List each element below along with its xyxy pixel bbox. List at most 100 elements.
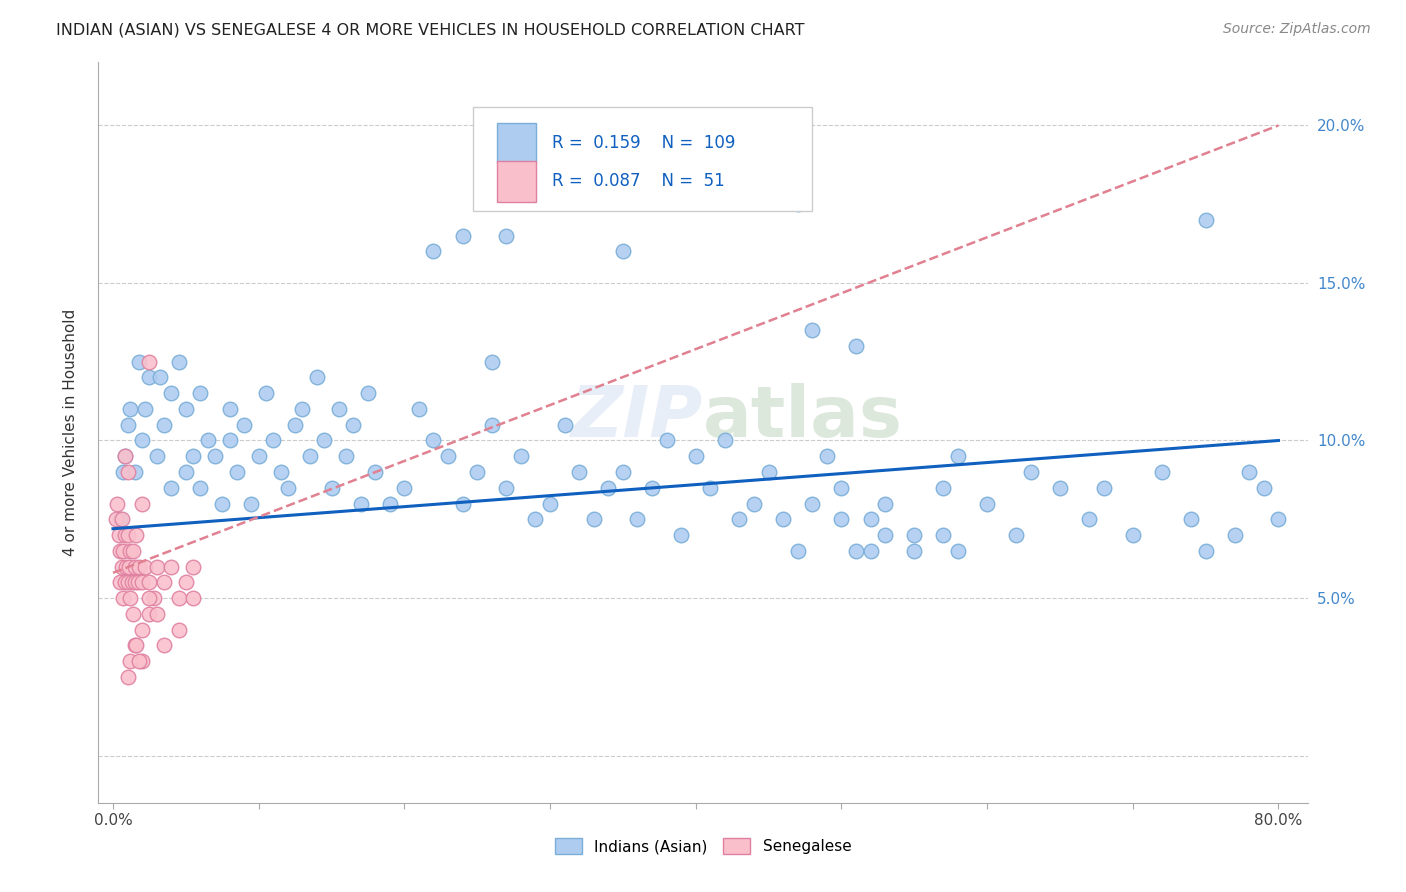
Point xyxy=(875,496,897,510)
Point xyxy=(291,402,314,417)
Point xyxy=(1150,465,1173,479)
Point xyxy=(115,559,138,574)
Point xyxy=(364,465,387,479)
Point xyxy=(1239,465,1261,479)
Point xyxy=(481,417,503,432)
Point xyxy=(174,402,197,417)
Point xyxy=(131,654,153,668)
Point xyxy=(859,512,882,526)
Point xyxy=(509,449,531,463)
Point xyxy=(127,575,149,590)
Point xyxy=(128,355,150,369)
Point xyxy=(160,386,183,401)
Point xyxy=(451,228,474,243)
Point xyxy=(120,654,142,668)
Point xyxy=(111,559,134,574)
Point xyxy=(114,449,136,463)
Point xyxy=(728,512,751,526)
Point xyxy=(378,496,401,510)
Point xyxy=(124,638,146,652)
Text: R =  0.159    N =  109: R = 0.159 N = 109 xyxy=(551,134,735,153)
Point xyxy=(112,543,135,558)
Point xyxy=(218,402,240,417)
Point xyxy=(394,481,416,495)
Point xyxy=(946,543,969,558)
Text: R =  0.087    N =  51: R = 0.087 N = 51 xyxy=(551,172,724,191)
Point xyxy=(174,465,197,479)
Point xyxy=(167,623,190,637)
Point xyxy=(174,575,197,590)
Point xyxy=(124,465,146,479)
Point xyxy=(350,496,373,510)
Point xyxy=(160,481,183,495)
Point xyxy=(190,386,212,401)
FancyBboxPatch shape xyxy=(474,107,811,211)
Point xyxy=(582,512,605,526)
Point xyxy=(138,575,160,590)
Point xyxy=(284,417,307,432)
Point xyxy=(118,559,141,574)
Point xyxy=(138,355,160,369)
Point xyxy=(946,449,969,463)
Point xyxy=(142,591,165,605)
Point xyxy=(145,559,167,574)
Point xyxy=(422,434,444,448)
Point xyxy=(131,575,153,590)
Point xyxy=(568,465,591,479)
Point xyxy=(1092,481,1115,495)
Point xyxy=(114,575,136,590)
Point xyxy=(149,370,172,384)
Text: Source: ZipAtlas.com: Source: ZipAtlas.com xyxy=(1223,22,1371,37)
Point xyxy=(932,528,955,542)
Point xyxy=(145,607,167,621)
Point xyxy=(859,543,882,558)
Point xyxy=(1223,528,1246,542)
Text: atlas: atlas xyxy=(703,384,903,452)
Point xyxy=(714,434,737,448)
Point xyxy=(167,355,190,369)
Point xyxy=(801,323,824,337)
Point xyxy=(801,496,824,510)
Point xyxy=(641,481,664,495)
Legend: Indians (Asian), Senegalese: Indians (Asian), Senegalese xyxy=(547,830,859,862)
Point xyxy=(1005,528,1028,542)
Point xyxy=(699,481,721,495)
Point xyxy=(247,449,270,463)
Point xyxy=(138,591,160,605)
Point xyxy=(669,528,692,542)
Point xyxy=(110,575,132,590)
Point xyxy=(342,417,364,432)
Point xyxy=(131,496,153,510)
Point xyxy=(830,512,852,526)
Text: INDIAN (ASIAN) VS SENEGALESE 4 OR MORE VEHICLES IN HOUSEHOLD CORRELATION CHART: INDIAN (ASIAN) VS SENEGALESE 4 OR MORE V… xyxy=(56,22,804,37)
Point xyxy=(1180,512,1202,526)
Point xyxy=(815,449,838,463)
Point xyxy=(104,512,127,526)
Point xyxy=(138,370,160,384)
Point xyxy=(117,465,139,479)
Text: ZIP: ZIP xyxy=(571,384,703,452)
Point xyxy=(145,449,167,463)
Point xyxy=(122,543,145,558)
Point xyxy=(117,670,139,684)
Point xyxy=(153,417,176,432)
Point xyxy=(1194,213,1216,227)
Point xyxy=(108,528,131,542)
Point xyxy=(742,496,765,510)
Point xyxy=(110,543,132,558)
Point xyxy=(120,402,142,417)
Point xyxy=(786,543,808,558)
Point xyxy=(1267,512,1289,526)
Point xyxy=(408,402,430,417)
Point xyxy=(117,528,139,542)
Point xyxy=(128,654,150,668)
Point xyxy=(190,481,212,495)
Point xyxy=(357,386,380,401)
Point xyxy=(120,591,142,605)
Point xyxy=(112,591,135,605)
Point xyxy=(111,512,134,526)
Point xyxy=(125,528,148,542)
Point xyxy=(758,465,780,479)
Point xyxy=(1019,465,1042,479)
Point xyxy=(153,575,176,590)
